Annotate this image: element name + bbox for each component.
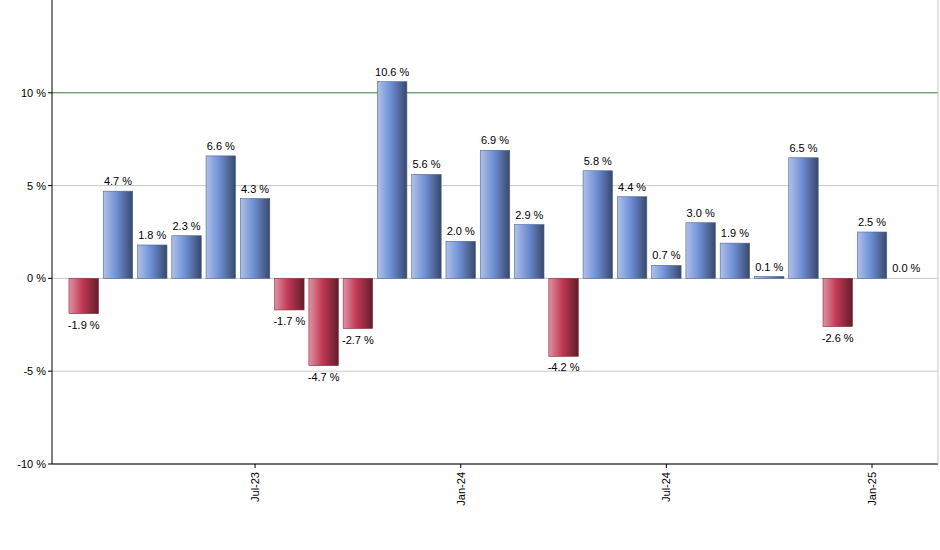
x-axis: [52, 464, 938, 465]
y-tick: [48, 371, 52, 372]
data-label: -4.7 %: [308, 371, 340, 383]
y-tick: [48, 185, 52, 186]
bar: [617, 197, 646, 279]
data-label: 5.6 %: [412, 158, 440, 170]
x-tick: [666, 464, 667, 468]
grid-line: [52, 371, 938, 372]
x-tick: [460, 464, 461, 468]
bar: [583, 171, 612, 279]
bar: [343, 278, 372, 328]
data-label: 2.5 %: [858, 216, 886, 228]
data-label: 2.3 %: [172, 220, 200, 232]
bar: [892, 278, 921, 279]
bar: [652, 265, 681, 278]
data-label: 0.1 %: [755, 261, 783, 273]
y-axis: [52, 0, 53, 464]
data-label: 5.8 %: [584, 155, 612, 167]
data-label: 3.0 %: [687, 207, 715, 219]
data-label: 0.7 %: [652, 249, 680, 261]
data-label: 1.9 %: [721, 227, 749, 239]
data-label: -2.7 %: [342, 334, 374, 346]
bar: [446, 241, 475, 278]
data-label: 0.0 %: [892, 262, 920, 274]
bars: [69, 82, 887, 366]
bar: [857, 232, 886, 278]
bar: [754, 277, 783, 279]
plot-frame: [938, 0, 939, 464]
bar: [412, 174, 441, 278]
data-label: -1.7 %: [273, 315, 305, 327]
y-tick-label: 0 %: [27, 272, 46, 284]
bar: [240, 199, 269, 279]
data-label: 1.8 %: [138, 229, 166, 241]
data-label: -1.9 %: [68, 319, 100, 331]
data-label: 6.6 %: [207, 140, 235, 152]
bar: [172, 236, 201, 279]
bar: [549, 278, 578, 356]
bar: [103, 191, 132, 278]
chart-container: -10 % -5 % 0 % 5 % 10 % -1.9 % 4.7 % 1.8 % 2.3 %…: [0, 0, 940, 550]
bar: [720, 243, 749, 278]
y-tick-label: 5 %: [27, 180, 46, 192]
bar: [789, 158, 818, 279]
data-label: 4.7 %: [104, 175, 132, 187]
bar: [377, 82, 406, 279]
data-label: 10.6 %: [375, 66, 409, 78]
x-tick-label: Jan-25: [866, 472, 878, 506]
x-tick-label: Jul-23: [249, 472, 261, 502]
bar: [138, 245, 167, 278]
bar: [69, 278, 98, 313]
y-tick-label: -5 %: [23, 365, 46, 377]
x-tick: [872, 464, 873, 468]
y-tick: [48, 92, 52, 93]
x-tick-label: Jan-24: [455, 472, 467, 506]
x-tick: [255, 464, 256, 468]
y-tick: [48, 464, 52, 465]
bar: [480, 150, 509, 278]
bar: [275, 278, 304, 310]
y-tick-label: 10 %: [21, 87, 46, 99]
y-tick: [48, 278, 52, 279]
y-tick-label: -10 %: [17, 458, 46, 470]
chart-svg: -10 % -5 % 0 % 5 % 10 % -1.9 % 4.7 % 1.8 % 2.3 %…: [0, 0, 940, 550]
bar: [686, 223, 715, 279]
bar: [823, 278, 852, 326]
data-label: 2.0 %: [447, 225, 475, 237]
data-label: -4.2 %: [548, 361, 580, 373]
grid-line: [52, 464, 938, 465]
data-label: -2.6 %: [822, 332, 854, 344]
grid: [48, 93, 938, 464]
bar: [515, 225, 544, 279]
data-label: 2.9 %: [515, 209, 543, 221]
data-label: 4.4 %: [618, 181, 646, 193]
data-label: 6.9 %: [481, 134, 509, 146]
bar: [206, 156, 235, 278]
x-tick-label: Jul-24: [660, 472, 672, 502]
grid-line: [52, 92, 938, 93]
data-label: 6.5 %: [789, 142, 817, 154]
data-label: 4.3 %: [241, 183, 269, 195]
bar: [309, 278, 338, 365]
